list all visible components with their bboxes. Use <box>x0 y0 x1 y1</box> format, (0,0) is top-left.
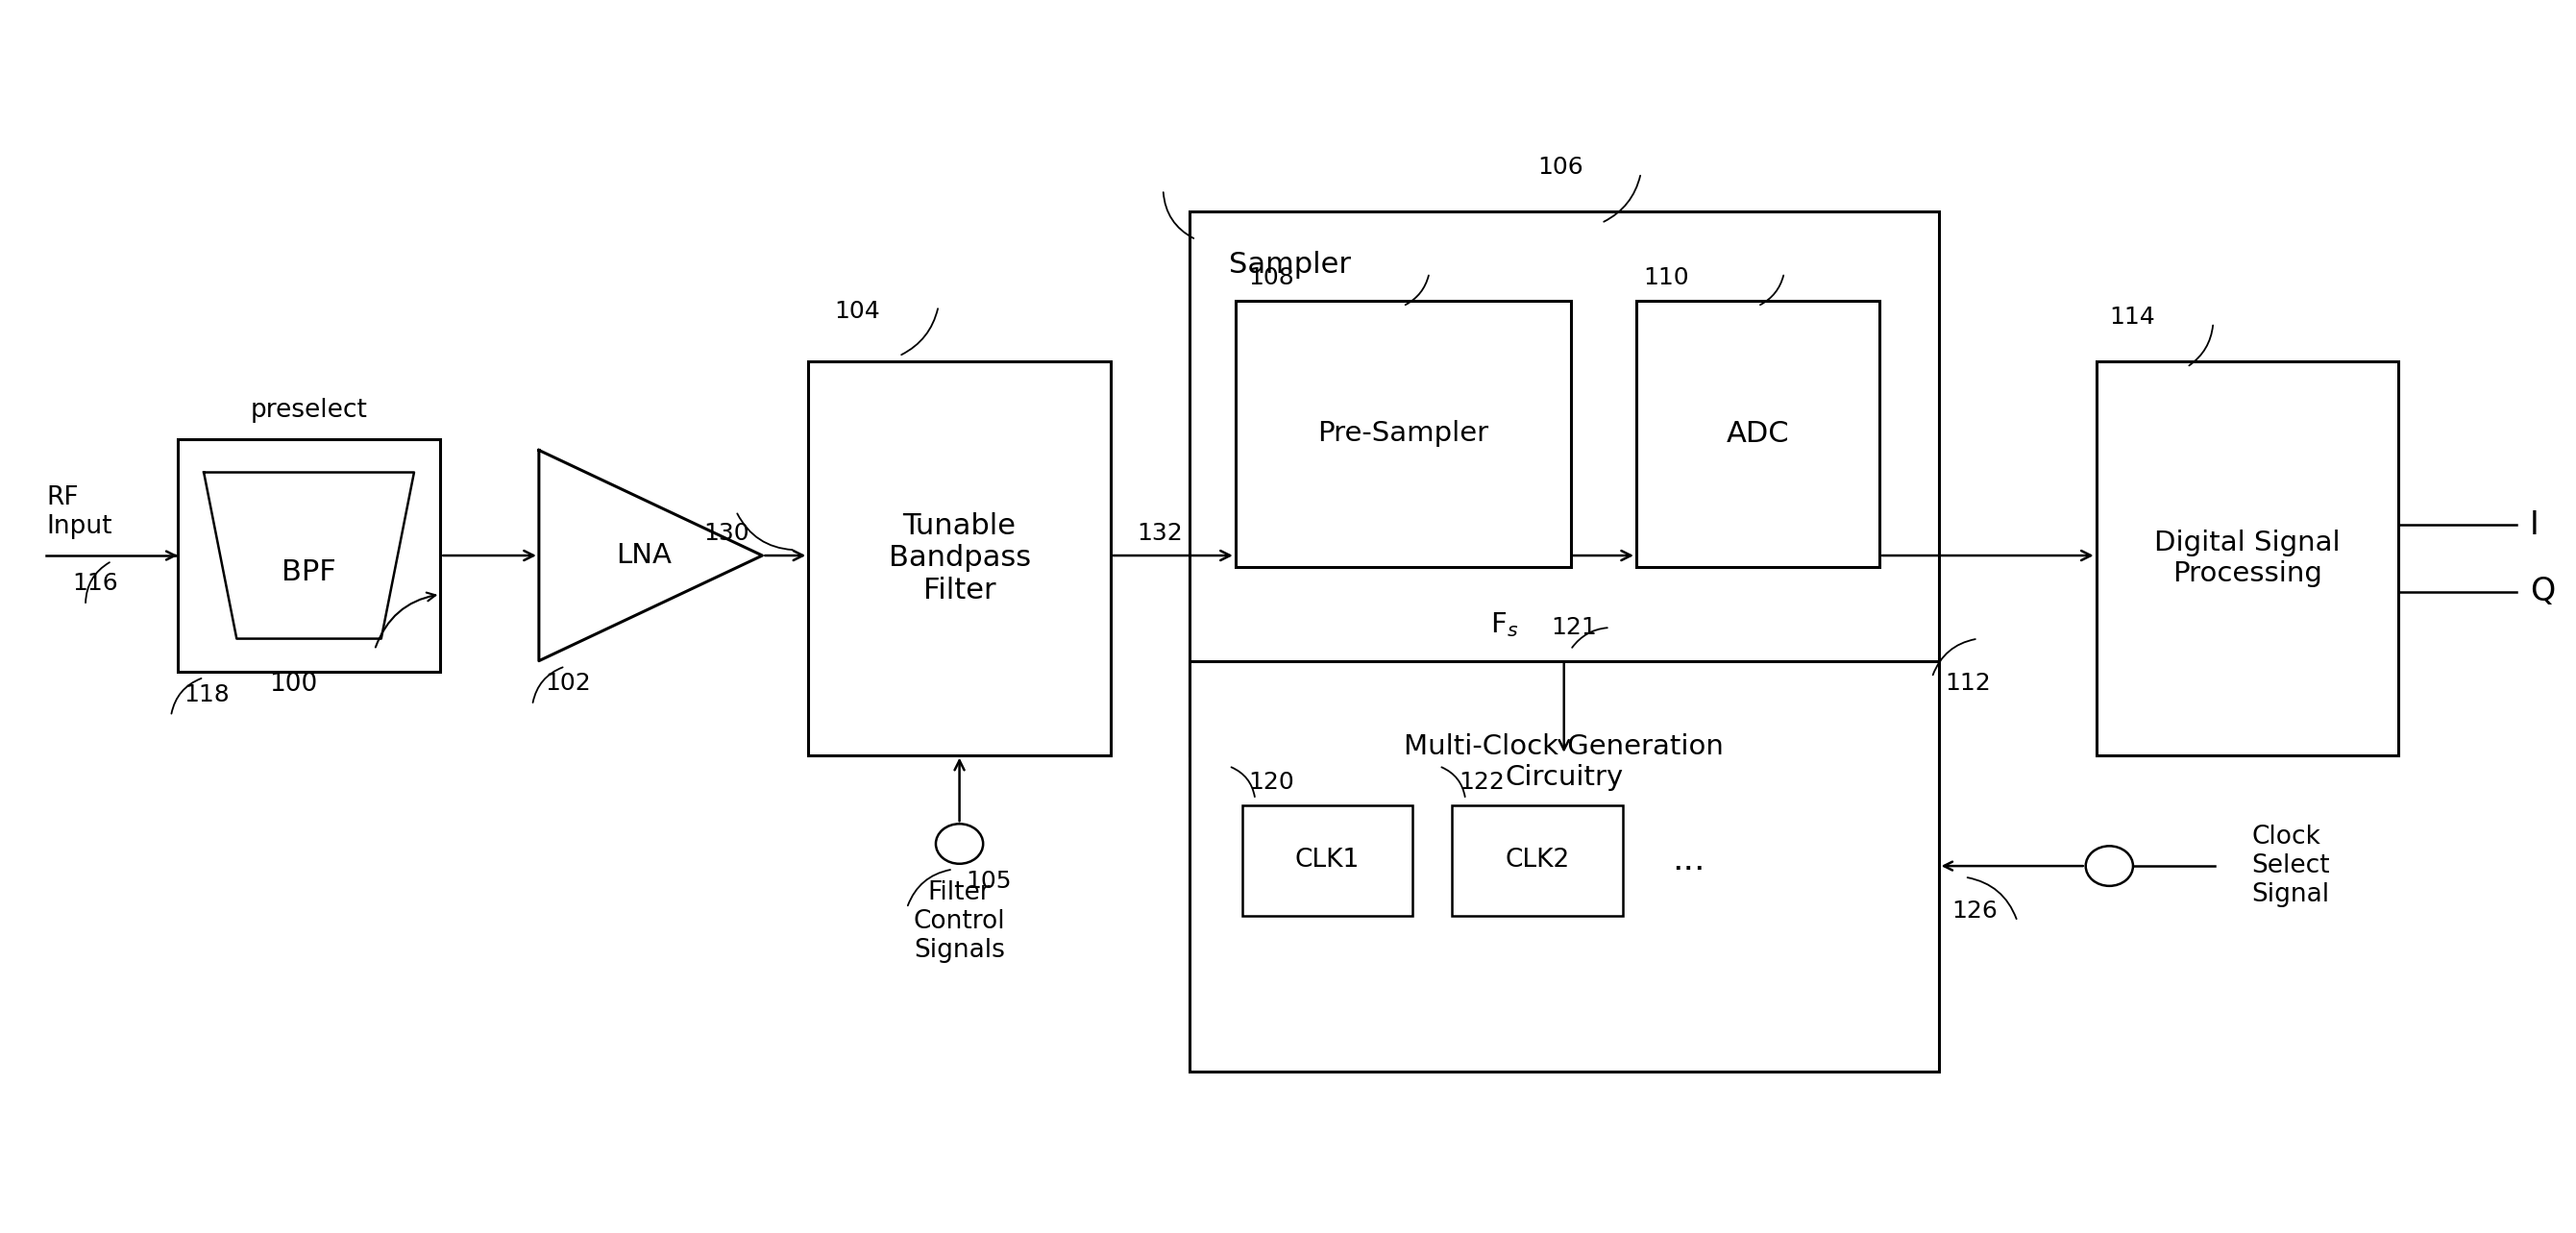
Text: 126: 126 <box>1953 899 1996 922</box>
Text: CLK1: CLK1 <box>1296 848 1360 873</box>
Text: Digital Signal
Processing: Digital Signal Processing <box>2154 529 2342 587</box>
Text: 106: 106 <box>1538 155 1584 179</box>
Text: 102: 102 <box>546 672 592 695</box>
Text: 108: 108 <box>1249 266 1296 290</box>
Text: Pre-Sampler: Pre-Sampler <box>1316 420 1489 448</box>
Text: 116: 116 <box>72 572 118 596</box>
Text: LNA: LNA <box>616 543 672 568</box>
FancyArrowPatch shape <box>1968 878 2017 919</box>
Text: 120: 120 <box>1249 771 1296 794</box>
Text: Multi-Clock Generation
Circuitry: Multi-Clock Generation Circuitry <box>1404 732 1723 790</box>
FancyArrowPatch shape <box>737 514 793 550</box>
Text: F$_s$: F$_s$ <box>1489 610 1517 639</box>
Text: Filter
Control
Signals: Filter Control Signals <box>914 880 1005 963</box>
FancyArrowPatch shape <box>1605 175 1641 222</box>
Circle shape <box>935 824 984 864</box>
Text: 105: 105 <box>966 869 1012 893</box>
Text: 122: 122 <box>1458 771 1504 794</box>
FancyArrowPatch shape <box>1231 767 1255 797</box>
FancyArrowPatch shape <box>2190 326 2213 365</box>
FancyArrowPatch shape <box>1759 275 1783 305</box>
Text: 118: 118 <box>183 683 229 707</box>
Text: ADC: ADC <box>1726 419 1790 448</box>
FancyArrowPatch shape <box>907 869 951 905</box>
Text: 132: 132 <box>1136 522 1182 545</box>
Polygon shape <box>538 450 762 661</box>
FancyArrowPatch shape <box>902 308 938 355</box>
Text: preselect: preselect <box>250 397 368 423</box>
Bar <box>178 439 440 672</box>
Text: Sampler: Sampler <box>1229 250 1350 279</box>
Text: 121: 121 <box>1551 615 1597 639</box>
Text: 130: 130 <box>703 522 750 545</box>
Text: Clock
Select
Signal: Clock Select Signal <box>2251 825 2329 907</box>
Bar <box>1190 661 1940 1071</box>
Bar <box>1453 805 1623 916</box>
FancyArrowPatch shape <box>1443 767 1466 797</box>
FancyArrowPatch shape <box>1571 628 1607 647</box>
FancyArrowPatch shape <box>533 667 562 703</box>
FancyArrowPatch shape <box>1406 275 1430 305</box>
Text: ...: ... <box>1672 845 1705 877</box>
Bar <box>1190 212 1940 755</box>
Text: Tunable
Bandpass
Filter: Tunable Bandpass Filter <box>889 512 1030 604</box>
Bar <box>809 361 1110 755</box>
Text: 104: 104 <box>835 300 881 323</box>
FancyArrowPatch shape <box>376 593 435 647</box>
Text: 110: 110 <box>1643 266 1690 290</box>
FancyArrowPatch shape <box>173 678 201 714</box>
Text: BPF: BPF <box>281 559 337 586</box>
Bar <box>2097 361 2398 755</box>
Text: CLK2: CLK2 <box>1504 848 1569 873</box>
FancyArrowPatch shape <box>1932 639 1976 674</box>
FancyArrowPatch shape <box>85 562 111 603</box>
Bar <box>1242 805 1412 916</box>
Text: 100: 100 <box>270 672 317 697</box>
Text: 112: 112 <box>1945 672 1991 695</box>
Bar <box>1636 301 1880 567</box>
FancyArrowPatch shape <box>1164 192 1193 238</box>
Text: I: I <box>2530 509 2540 541</box>
Text: Q: Q <box>2530 576 2555 608</box>
Bar <box>1236 301 1571 567</box>
Text: 114: 114 <box>2110 305 2156 328</box>
Circle shape <box>2087 846 2133 887</box>
Text: RF
Input: RF Input <box>46 485 111 539</box>
